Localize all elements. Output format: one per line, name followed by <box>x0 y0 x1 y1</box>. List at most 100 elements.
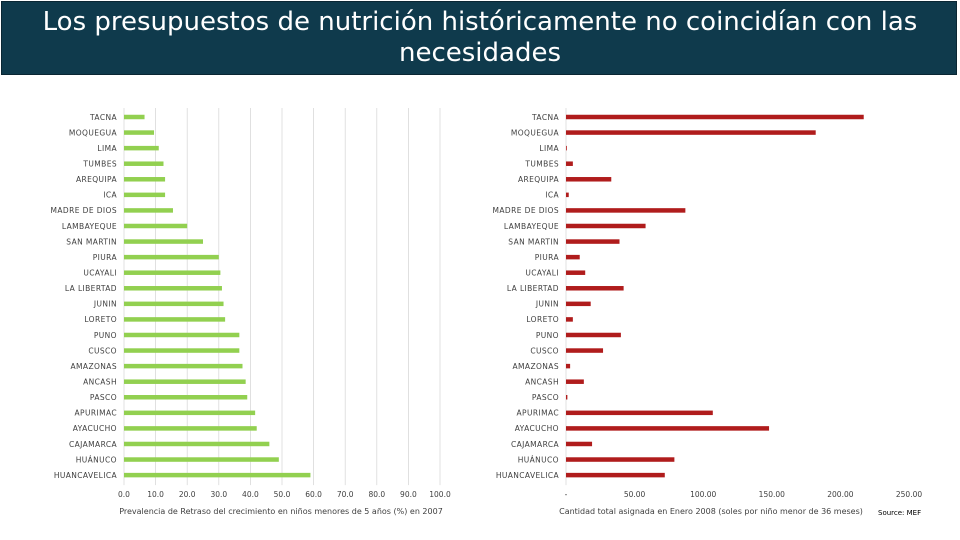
budget-category-label: LAMBAYEQUE <box>504 222 559 231</box>
budget-bar <box>566 223 646 229</box>
budget-bar <box>566 286 624 291</box>
stunting-bar <box>124 410 256 416</box>
budget-tick-label: 100.00 <box>690 490 716 499</box>
source-note: Source: MEF <box>878 509 922 517</box>
stunting-category-label: PASCO <box>90 393 117 402</box>
stunting-category-label: ICA <box>103 191 117 200</box>
stunting-bar <box>124 114 145 120</box>
budget-category-label: ICA <box>545 191 559 200</box>
budget-bar <box>566 317 573 322</box>
stunting-bar <box>124 192 166 198</box>
budget-x-axis-label: Cantidad total asignada en Enero 2008 (s… <box>559 507 863 516</box>
stunting-tick-label: 30.0 <box>210 490 227 499</box>
stunting-category-label: AMAZONAS <box>71 362 117 371</box>
budget-category-label: MOQUEGUA <box>511 128 560 137</box>
stunting-category-label: HUÁNUCO <box>76 455 117 464</box>
budget-category-label: JUNIN <box>535 300 559 309</box>
stunting-bar <box>124 286 222 291</box>
budget-category-label: AMAZONAS <box>513 362 559 371</box>
budget-bar <box>566 114 864 120</box>
stunting-category-label: TUMBES <box>82 160 117 169</box>
budget-bar <box>566 426 770 431</box>
budget-category-label: LIMA <box>539 144 559 153</box>
stunting-tick-label: 90.0 <box>400 490 417 499</box>
stunting-category-label: SAN MARTIN <box>66 237 117 246</box>
budget-category-label: UCAYALI <box>525 269 559 278</box>
stunting-bar <box>124 301 224 307</box>
budget-bar <box>566 472 665 478</box>
stunting-tick-label: 50.0 <box>274 490 291 499</box>
stunting-category-label: LORETO <box>84 315 117 324</box>
budget-category-label: PIURA <box>535 253 560 262</box>
stunting-tick-label: 100.0 <box>429 490 451 499</box>
budget-category-label: PASCO <box>532 393 559 402</box>
budget-category-label: LA LIBERTAD <box>507 284 559 293</box>
stunting-category-label: LA LIBERTAD <box>65 284 117 293</box>
budget-bar <box>566 410 713 416</box>
budget-tick-label: - <box>565 490 568 499</box>
budget-bar <box>566 130 816 135</box>
budget-bar <box>566 161 573 166</box>
budget-tick-label: 250.00 <box>896 490 922 499</box>
budget-bar <box>566 379 584 384</box>
stunting-tick-label: 80.0 <box>368 490 385 499</box>
budget-category-label: CUSCO <box>530 346 559 355</box>
stunting-bar <box>124 145 159 151</box>
stunting-bar <box>124 317 226 322</box>
stunting-category-label: AYACUCHO <box>73 424 117 433</box>
budget-bar <box>566 395 568 400</box>
stunting-tick-label: 10.0 <box>147 490 164 499</box>
stunting-category-label: PUNO <box>94 331 117 340</box>
stunting-tick-label: 70.0 <box>337 490 354 499</box>
stunting-category-label: HUANCAVELICA <box>54 471 118 480</box>
budget-tick-label: 200.00 <box>827 490 853 499</box>
stunting-bar <box>124 177 166 182</box>
stunting-bar <box>124 254 219 260</box>
stunting-category-label: UCAYALI <box>83 269 117 278</box>
budget-bar <box>566 348 604 353</box>
budget-category-label: PUNO <box>536 331 559 340</box>
budget-category-label: APURIMAC <box>517 409 559 418</box>
stunting-category-label: LAMBAYEQUE <box>62 222 117 231</box>
stunting-category-label: PIURA <box>93 253 118 262</box>
budget-bar <box>566 301 591 307</box>
budget-category-label: CAJAMARCA <box>511 440 559 449</box>
budget-category-label: TUMBES <box>524 160 559 169</box>
page-title: Los presupuestos de nutrición históricam… <box>42 7 918 68</box>
budget-category-label: LORETO <box>526 315 559 324</box>
stunting-bar <box>124 441 270 447</box>
stunting-category-label: ANCASH <box>83 377 117 386</box>
budget-bar <box>566 177 612 182</box>
stunting-bar <box>124 332 240 338</box>
stunting-bar <box>124 363 243 369</box>
stunting-category-label: MOQUEGUA <box>69 128 118 137</box>
budget-bar <box>566 239 620 244</box>
stunting-bar <box>124 472 311 478</box>
budget-category-label: MADRE DE DIOS <box>493 206 559 215</box>
stunting-bar <box>124 270 221 275</box>
stunting-bar <box>124 426 257 431</box>
budget-category-label: TACNA <box>531 113 559 122</box>
budget-bar <box>566 208 686 213</box>
budget-bar <box>566 363 571 369</box>
budget-tick-label: 150.00 <box>759 490 785 499</box>
budget-category-label: HUANCAVELICA <box>496 471 560 480</box>
budget-bar <box>566 254 580 260</box>
budget-bar <box>566 270 586 275</box>
budget-bar <box>566 441 593 447</box>
stunting-category-label: MADRE DE DIOS <box>51 206 117 215</box>
stunting-bar <box>124 208 173 213</box>
stunting-bar <box>124 239 203 244</box>
stunting-tick-label: 60.0 <box>305 490 322 499</box>
stunting-bar <box>124 457 279 462</box>
stunting-bar <box>124 348 240 353</box>
stunting-category-label: CUSCO <box>88 346 117 355</box>
stunting-bar <box>124 379 246 384</box>
stunting-category-label: AREQUIPA <box>76 175 118 184</box>
stunting-tick-label: 40.0 <box>242 490 259 499</box>
stunting-category-label: TACNA <box>89 113 117 122</box>
budget-tick-label: 50.00 <box>624 490 646 499</box>
stunting-tick-label: 0.0 <box>118 490 130 499</box>
stunting-category-label: JUNIN <box>93 300 117 309</box>
